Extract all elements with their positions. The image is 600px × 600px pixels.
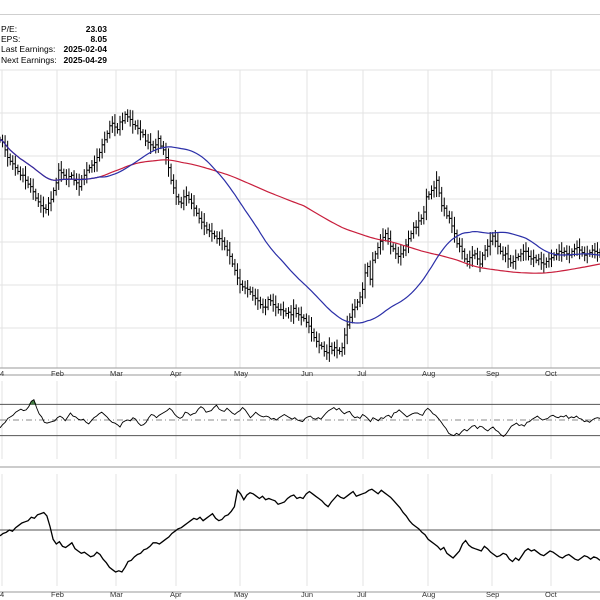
price-tick-label-0: 4 bbox=[0, 369, 4, 378]
osc2-tick-label-4: May bbox=[234, 590, 248, 599]
last-earnings-value: 2025-02-04 bbox=[63, 44, 107, 55]
osc1-line bbox=[0, 399, 600, 437]
next-earnings-label: Next Earnings: bbox=[1, 54, 57, 65]
osc2-tick-label-7: Aug bbox=[422, 590, 435, 599]
price-tick-label-1: Feb bbox=[51, 369, 64, 378]
pe-label: P/E: bbox=[1, 24, 18, 34]
price-tick-label-3: Apr bbox=[170, 369, 182, 378]
price-fast-average-line bbox=[0, 139, 600, 324]
price-tick-label-5: Jun bbox=[301, 369, 313, 378]
osc2-tick-label-6: Jul bbox=[357, 590, 367, 599]
eps-value: 8.05 bbox=[90, 34, 107, 45]
osc2-line bbox=[0, 488, 600, 573]
fundamentals-box: P/E: 23.03 EPS: 8.05 Last Earnings: 2025… bbox=[1, 24, 107, 65]
osc2-tick-label-0: 4 bbox=[0, 590, 4, 599]
osc2-tick-label-2: Mar bbox=[110, 590, 123, 599]
price-tick-label-9: Oct bbox=[545, 369, 558, 378]
pe-value: 23.03 bbox=[85, 24, 107, 34]
next-earnings-row: Next Earnings: 2025-04-29 bbox=[1, 55, 107, 65]
last-earnings-label: Last Earnings: bbox=[1, 44, 56, 55]
osc2-tick-label-3: Apr bbox=[170, 590, 182, 599]
last-earnings-row: Last Earnings: 2025-02-04 bbox=[1, 44, 107, 54]
price-tick-label-7: Aug bbox=[422, 369, 435, 378]
price-tick-label-4: May bbox=[234, 369, 248, 378]
pe-row: P/E: 23.03 bbox=[1, 24, 107, 34]
eps-label: EPS: bbox=[1, 34, 21, 45]
top-rule bbox=[0, 14, 600, 15]
osc2-tick-label-5: Jun bbox=[301, 590, 313, 599]
eps-row: EPS: 8.05 bbox=[1, 34, 107, 44]
next-earnings-value: 2025-04-29 bbox=[63, 54, 107, 65]
price-tick-label-2: Mar bbox=[110, 369, 123, 378]
osc2-tick-label-9: Oct bbox=[545, 590, 558, 599]
price-slow-average-line bbox=[0, 139, 600, 274]
osc2-tick-label-8: Sep bbox=[486, 590, 499, 599]
price-tick-label-8: Sep bbox=[486, 369, 499, 378]
osc2-tick-label-1: Feb bbox=[51, 590, 64, 599]
price-tick-label-6: Jul bbox=[357, 369, 367, 378]
